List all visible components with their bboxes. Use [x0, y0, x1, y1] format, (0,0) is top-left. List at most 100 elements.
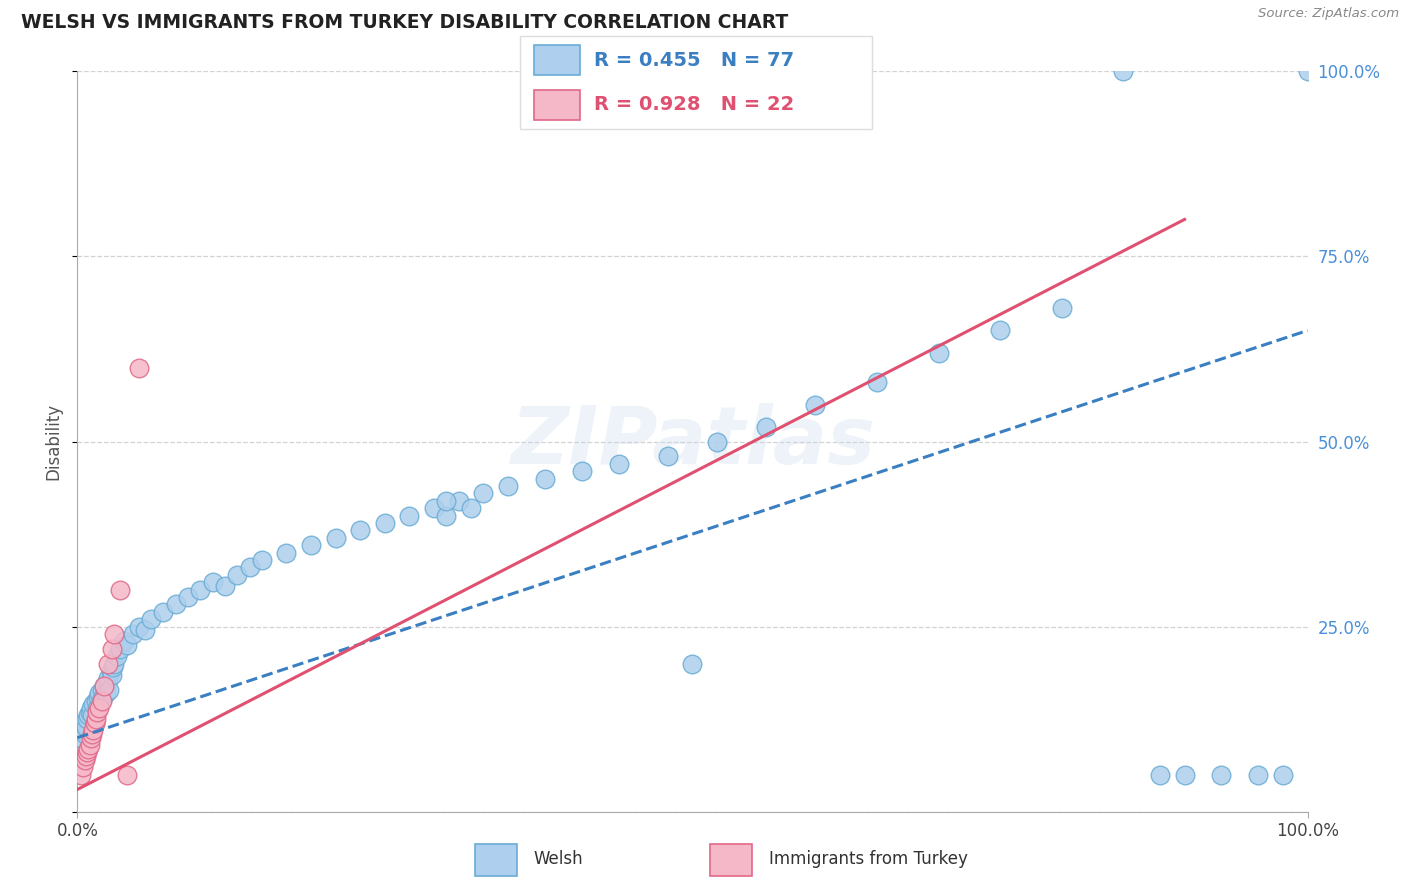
Point: [534, 471, 557, 485]
Point: [121, 627, 143, 641]
Point: [928, 345, 950, 359]
Point: [100, 664, 122, 678]
Point: [103, 627, 125, 641]
Point: [101, 667, 124, 681]
Point: [76, 712, 98, 726]
Point: [70, 731, 93, 745]
Point: [90, 694, 112, 708]
Point: [93, 679, 115, 693]
Point: [89, 686, 111, 700]
Point: [82, 698, 104, 712]
Point: [152, 605, 174, 619]
Point: [299, 538, 322, 552]
Point: [128, 360, 150, 375]
Point: [349, 524, 371, 538]
Text: Welsh: Welsh: [533, 849, 583, 868]
Point: [112, 634, 135, 648]
Point: [682, 657, 704, 671]
Point: [460, 501, 482, 516]
Point: [96, 675, 118, 690]
Point: [276, 546, 298, 560]
Point: [83, 715, 105, 730]
Point: [77, 741, 100, 756]
Point: [325, 531, 347, 545]
Point: [105, 649, 128, 664]
Text: WELSH VS IMMIGRANTS FROM TURKEY DISABILITY CORRELATION CHART: WELSH VS IMMIGRANTS FROM TURKEY DISABILI…: [21, 13, 789, 32]
Point: [89, 701, 111, 715]
Point: [115, 767, 138, 781]
Point: [165, 598, 187, 612]
Y-axis label: Disability: Disability: [44, 403, 62, 480]
Point: [83, 715, 105, 730]
Point: [1247, 767, 1270, 781]
Point: [571, 464, 593, 478]
Point: [214, 579, 236, 593]
Point: [90, 682, 114, 697]
Point: [75, 749, 97, 764]
Point: [70, 723, 93, 738]
Point: [70, 767, 93, 781]
FancyBboxPatch shape: [520, 36, 872, 129]
Text: Source: ZipAtlas.com: Source: ZipAtlas.com: [1258, 7, 1399, 21]
Point: [134, 624, 156, 638]
Point: [177, 590, 200, 604]
Point: [447, 493, 470, 508]
FancyBboxPatch shape: [475, 844, 517, 876]
Point: [72, 715, 94, 730]
Point: [988, 324, 1011, 338]
Point: [79, 705, 101, 719]
Point: [1211, 767, 1233, 781]
FancyBboxPatch shape: [534, 45, 581, 75]
Point: [82, 727, 104, 741]
Text: R = 0.455   N = 77: R = 0.455 N = 77: [595, 51, 794, 70]
Point: [103, 657, 125, 671]
Point: [101, 641, 124, 656]
Point: [82, 723, 104, 738]
Text: R = 0.928   N = 22: R = 0.928 N = 22: [595, 95, 794, 114]
Point: [436, 493, 458, 508]
Point: [423, 501, 446, 516]
Point: [80, 731, 103, 745]
Point: [436, 508, 458, 523]
Point: [201, 575, 224, 590]
Point: [80, 701, 103, 715]
Point: [239, 560, 262, 574]
Point: [94, 686, 117, 700]
Point: [110, 582, 132, 597]
Point: [115, 638, 138, 652]
FancyBboxPatch shape: [710, 844, 752, 876]
Point: [657, 450, 679, 464]
Point: [128, 619, 150, 633]
Point: [374, 516, 396, 530]
Point: [1174, 767, 1197, 781]
Point: [398, 508, 420, 523]
Point: [755, 419, 778, 434]
Point: [190, 582, 212, 597]
Point: [77, 708, 100, 723]
Point: [141, 612, 163, 626]
Point: [1149, 767, 1171, 781]
Text: ZIPatlas: ZIPatlas: [510, 402, 875, 481]
Point: [1112, 64, 1135, 78]
FancyBboxPatch shape: [534, 90, 581, 120]
Text: Immigrants from Turkey: Immigrants from Turkey: [769, 849, 967, 868]
Point: [98, 682, 121, 697]
Point: [76, 746, 98, 760]
Point: [866, 376, 889, 390]
Point: [472, 486, 495, 500]
Point: [93, 679, 115, 693]
Point: [73, 727, 96, 741]
Point: [706, 434, 728, 449]
Point: [110, 641, 132, 656]
Point: [84, 712, 107, 726]
Point: [607, 457, 630, 471]
Point: [79, 738, 101, 752]
Point: [86, 705, 108, 719]
Point: [1272, 767, 1295, 781]
Point: [72, 760, 94, 774]
Point: [82, 708, 104, 723]
Point: [90, 694, 114, 708]
Point: [73, 753, 96, 767]
Point: [97, 657, 120, 671]
Point: [97, 672, 120, 686]
